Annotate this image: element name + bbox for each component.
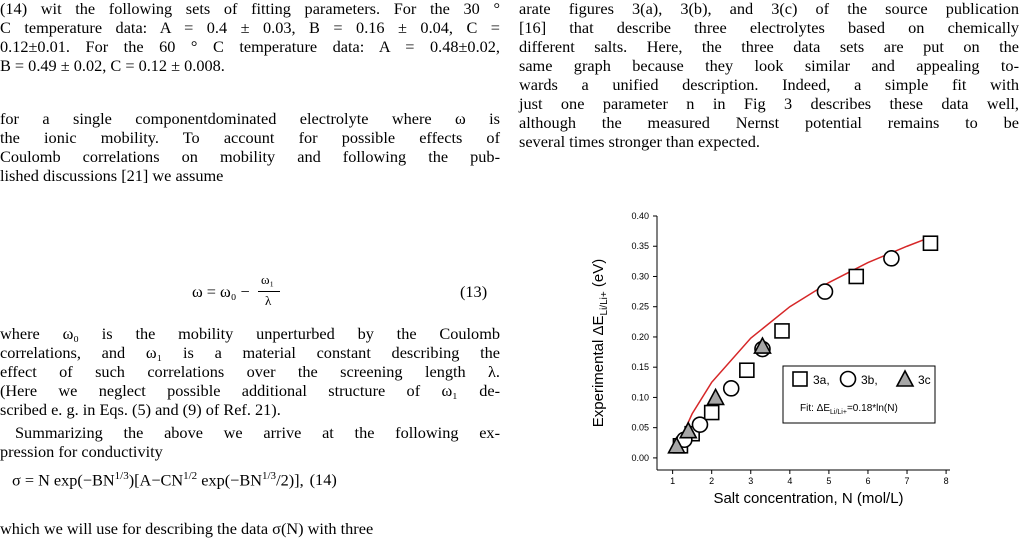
x-tick-label: 6 — [865, 476, 870, 486]
square-marker — [703, 404, 720, 421]
text-line: [16] that describe three electrolytes ba… — [519, 18, 1019, 37]
triangle-marker — [667, 436, 686, 454]
square-marker — [922, 235, 939, 252]
text-line: where ω₀ is the mobility unperturbed by … — [0, 324, 500, 343]
equation-13: ω = ω₀ − ω₁ λ (13) — [0, 272, 500, 312]
y-tick-label: 0.30 — [631, 271, 649, 281]
eq-lhs: ω = ω₀ − — [192, 282, 250, 301]
y-tick-label: 0.40 — [631, 211, 649, 221]
text-line: lished discussions [21] we assume — [0, 166, 224, 185]
text-line: Coulomb correlations on mobility and fol… — [0, 147, 500, 166]
fit-rest: =0.18*ln(N) — [847, 403, 898, 414]
triangle-marker — [753, 336, 772, 354]
text-line: Summarizing the above we arrive at the f… — [15, 423, 500, 442]
y-axis-label: Experimental ΔELi/Li+ (eV) — [590, 259, 610, 427]
text-line: different salts. Here, the three data se… — [519, 37, 1019, 56]
text-line: arate figures 3(a), 3(b), and 3(c) of th… — [519, 0, 1019, 18]
text-line: pression for conductivity — [0, 442, 163, 461]
text-line: C temperature data: A = 0.4 ± 0.03, B = … — [0, 18, 500, 37]
text-line: 0.12±0.01. For the 60 ° C temperature da… — [0, 37, 500, 56]
x-tick-label: 2 — [709, 476, 714, 486]
legend-box — [782, 365, 936, 424]
legend-marker — [792, 371, 808, 387]
text-line: several times stronger than expected. — [519, 132, 760, 151]
triangle-marker — [706, 387, 725, 406]
circle-marker — [816, 283, 834, 300]
square-marker — [739, 362, 755, 379]
legend-marker — [839, 370, 857, 388]
square-marker — [774, 323, 790, 339]
eq-number: (14) — [309, 470, 337, 490]
eq-part: exp(−BN — [197, 470, 262, 490]
text-line: effect of such correlations over the scr… — [0, 362, 500, 381]
fit-legend: Fit: ΔELi/Li+=0.18*ln(N) — [800, 403, 898, 416]
exponent: 1/3 — [262, 470, 277, 482]
x-axis-label: Salt concentration, N (mol/L) — [713, 490, 903, 507]
text-line: which we will use for describing the dat… — [0, 519, 374, 538]
text-line: scribed e. g. in Eqs. (5) and (9) of Ref… — [0, 400, 281, 419]
legend-label: 3b, — [861, 373, 878, 387]
text-line: just one parameter n in Fig 3 describes … — [519, 94, 1019, 113]
fraction-bar — [258, 291, 280, 292]
y-tick-label: 0.35 — [631, 241, 649, 251]
legend-label: 3a, — [813, 373, 830, 387]
text-line: same graph because they look similar and… — [519, 56, 1019, 75]
text-line: (Here we neglect possible additional str… — [0, 381, 500, 400]
text-line: although the measured Nernst potential r… — [519, 113, 1019, 132]
y-tick-label: 0.20 — [631, 332, 649, 342]
circle-marker — [883, 250, 900, 267]
y-tick-label: 0.05 — [631, 423, 649, 433]
circle-marker — [691, 416, 709, 433]
fit-sub: Li/Li+ — [830, 409, 847, 416]
x-tick-label: 5 — [826, 476, 831, 486]
square-marker — [848, 268, 865, 285]
legend-label: 3c — [918, 373, 931, 387]
y-tick-label: 0.25 — [631, 302, 649, 312]
fit-main: Fit: ΔE — [800, 403, 830, 414]
legend-marker — [895, 369, 915, 387]
text-line: (14) wit the following sets of fitting p… — [0, 0, 500, 18]
y-label-unit: (eV) — [590, 259, 607, 292]
y-tick-label: 0.00 — [631, 453, 649, 463]
text-line: wards a unified description. Indeed, a s… — [519, 75, 1019, 94]
text-line: B = 0.49 ± 0.02, C = 0.12 ± 0.008. — [0, 56, 225, 75]
text-line: correlations, and ω₁ is a material const… — [0, 343, 500, 362]
x-tick-label: 7 — [905, 476, 910, 486]
y-label-main: Experimental ΔE — [590, 315, 607, 427]
text-line: the ionic mobility. To account for possi… — [0, 128, 500, 147]
exponent: 1/3 — [114, 470, 129, 482]
y-label-sub: Li/Li+ — [599, 291, 610, 315]
text-line: for a single componentdominated electrol… — [0, 109, 500, 128]
triangle-marker — [678, 420, 698, 439]
eq-number: (13) — [460, 282, 488, 301]
eq-denominator: λ — [265, 293, 272, 308]
circle-marker — [722, 380, 740, 397]
eq-part: σ = N exp(−BN — [12, 470, 115, 490]
y-tick-label: 0.15 — [631, 362, 649, 372]
equation-14: σ = N exp(−BN1/3)[A−CN1/2 exp(−BN1/3/2)]… — [12, 470, 500, 490]
y-tick-label: 0.10 — [631, 392, 649, 402]
exponent: 1/2 — [183, 470, 198, 482]
eq-numerator: ω₁ — [261, 272, 275, 287]
x-tick-label: 4 — [787, 476, 792, 486]
x-tick-label: 3 — [748, 476, 753, 486]
x-tick-label: 1 — [670, 476, 675, 486]
eq-part: )[A−CN — [128, 470, 184, 490]
eq-part: /2)], — [276, 470, 304, 490]
x-tick-label: 8 — [944, 476, 949, 486]
